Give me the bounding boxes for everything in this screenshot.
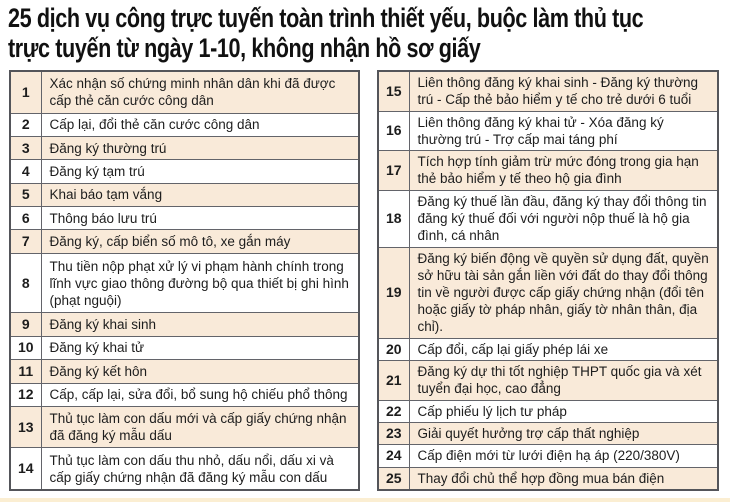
- service-row: 2 Cấp lại, đổi thẻ căn cước công dân: [9, 112, 360, 137]
- service-number: 3: [9, 135, 42, 161]
- service-row: 17 Tích hợp tính giảm trừ mức đóng trong …: [377, 150, 719, 191]
- service-number: 14: [9, 447, 42, 491]
- service-row: 10 Đăng ký khai tử: [9, 335, 360, 361]
- service-number: 16: [377, 110, 410, 152]
- service-text: Đăng ký, cấp biển số mô tô, xe gắn máy: [40, 229, 360, 254]
- services-table-right: 15 Liên thông đăng ký khai sinh - Đăng ký…: [377, 70, 719, 491]
- service-text: Giải quyết hưởng trợ cấp thất nghiệp: [408, 421, 719, 446]
- service-text: Đăng ký thuế lần đầu, đăng ký thay đổi t…: [408, 189, 719, 248]
- service-text: Liên thông đăng ký khai sinh - Đăng ký t…: [408, 70, 719, 112]
- service-text: Cấp lại, đổi thẻ căn cước công dân: [40, 112, 360, 137]
- service-number: 21: [377, 360, 410, 401]
- page-title-line-1: 25 dịch vụ công trực tuyến toàn trình th…: [8, 3, 644, 33]
- service-row: 8 Thu tiền nộp phạt xử lý vi phạm hành ch…: [9, 252, 360, 314]
- service-number: 20: [377, 337, 410, 362]
- page-title: 25 dịch vụ công trực tuyến toàn trình th…: [8, 3, 724, 63]
- service-row: 25 Thay đổi chủ thể hợp đồng mua bán điện: [377, 466, 719, 491]
- service-text: Liên thông đăng ký khai tử - Xóa đăng ký…: [408, 110, 719, 152]
- service-number: 10: [9, 335, 42, 361]
- services-table-left: 1 Xác nhận số chứng minh nhân dân khi đã …: [9, 70, 360, 491]
- bottom-accent-strip: [0, 498, 730, 502]
- service-text: Đăng ký kết hôn: [40, 359, 360, 384]
- service-number: 12: [9, 382, 42, 407]
- service-text: Đăng ký dự thi tốt nghiệp THPT quốc gia …: [408, 360, 719, 401]
- service-text: Thủ tục làm con dấu mới và cấp giấy chứn…: [40, 405, 360, 449]
- service-row: 24 Cấp điện mới từ lưới điện hạ áp (220/3…: [377, 444, 719, 468]
- service-text: Đăng ký biến động về quyền sử dụng đất, …: [408, 246, 719, 339]
- service-number: 19: [377, 246, 410, 339]
- service-row: 19 Đăng ký biến động về quyền sử dụng đất…: [377, 246, 719, 339]
- service-text: Khai báo tạm vắng: [40, 182, 360, 208]
- service-row: 13 Thủ tục làm con dấu mới và cấp giấy ch…: [9, 405, 360, 449]
- service-row: 6 Thông báo lưu trú: [9, 206, 360, 231]
- service-row: 7 Đăng ký, cấp biển số mô tô, xe gắn máy: [9, 229, 360, 254]
- service-number: 13: [9, 405, 42, 449]
- service-row: 14 Thủ tục làm con dấu thu nhỏ, dấu nổi, …: [9, 447, 360, 491]
- service-number: 23: [377, 421, 410, 446]
- service-row: 15 Liên thông đăng ký khai sinh - Đăng ký…: [377, 70, 719, 112]
- service-row: 5 Khai báo tạm vắng: [9, 182, 360, 208]
- service-text: Thủ tục làm con dấu thu nhỏ, dấu nổi, dấ…: [40, 447, 360, 491]
- service-text: Thu tiền nộp phạt xử lý vi phạm hành chí…: [40, 252, 360, 314]
- service-row: 11 Đăng ký kết hôn: [9, 359, 360, 384]
- service-number: 5: [9, 182, 42, 208]
- service-number: 2: [9, 112, 42, 137]
- service-number: 7: [9, 229, 42, 254]
- service-row: 4 Đăng ký tạm trú: [9, 159, 360, 184]
- service-number: 24: [377, 444, 410, 468]
- service-text: Đăng ký tạm trú: [40, 159, 360, 184]
- service-row: 22 Cấp phiếu lý lịch tư pháp: [377, 399, 719, 423]
- service-text: Đăng ký khai tử: [40, 335, 360, 361]
- service-row: 1 Xác nhận số chứng minh nhân dân khi đã …: [9, 70, 360, 114]
- service-number: 17: [377, 150, 410, 191]
- service-row: 20 Cấp đổi, cấp lại giấy phép lái xe: [377, 337, 719, 362]
- service-text: Cấp điện mới từ lưới điện hạ áp (220/380…: [408, 444, 719, 468]
- service-text: Xác nhận số chứng minh nhân dân khi đã đ…: [40, 70, 360, 114]
- service-text: Thay đổi chủ thể hợp đồng mua bán điện: [408, 466, 719, 491]
- service-text: Tích hợp tính giảm trừ mức đóng trong gi…: [408, 150, 719, 191]
- service-text: Cấp phiếu lý lịch tư pháp: [408, 399, 719, 423]
- service-number: 25: [377, 466, 410, 491]
- service-number: 9: [9, 312, 42, 337]
- service-number: 8: [9, 252, 42, 314]
- service-row: 3 Đăng ký thường trú: [9, 135, 360, 161]
- service-number: 6: [9, 206, 42, 231]
- service-row: 9 Đăng ký khai sinh: [9, 312, 360, 337]
- page-title-line-2: trực tuyến từ ngày 1-10, không nhận hồ s…: [8, 33, 481, 63]
- service-row: 18 Đăng ký thuế lần đầu, đăng ký thay đổi…: [377, 189, 719, 248]
- service-text: Cấp đổi, cấp lại giấy phép lái xe: [408, 337, 719, 362]
- service-row: 12 Cấp, cấp lại, sửa đổi, bổ sung hộ chiế…: [9, 382, 360, 407]
- service-number: 4: [9, 159, 42, 184]
- service-text: Cấp, cấp lại, sửa đổi, bổ sung hộ chiếu …: [40, 382, 360, 407]
- service-number: 18: [377, 189, 410, 248]
- service-number: 11: [9, 359, 42, 384]
- service-number: 22: [377, 399, 410, 423]
- services-tables: 1 Xác nhận số chứng minh nhân dân khi đã …: [9, 70, 720, 491]
- service-row: 23 Giải quyết hưởng trợ cấp thất nghiệp: [377, 421, 719, 446]
- service-row: 16 Liên thông đăng ký khai tử - Xóa đăng …: [377, 110, 719, 152]
- service-number: 1: [9, 70, 42, 114]
- service-text: Đăng ký khai sinh: [40, 312, 360, 337]
- service-number: 15: [377, 70, 410, 112]
- service-text: Đăng ký thường trú: [40, 135, 360, 161]
- service-text: Thông báo lưu trú: [40, 206, 360, 231]
- service-row: 21 Đăng ký dự thi tốt nghiệp THPT quốc gi…: [377, 360, 719, 401]
